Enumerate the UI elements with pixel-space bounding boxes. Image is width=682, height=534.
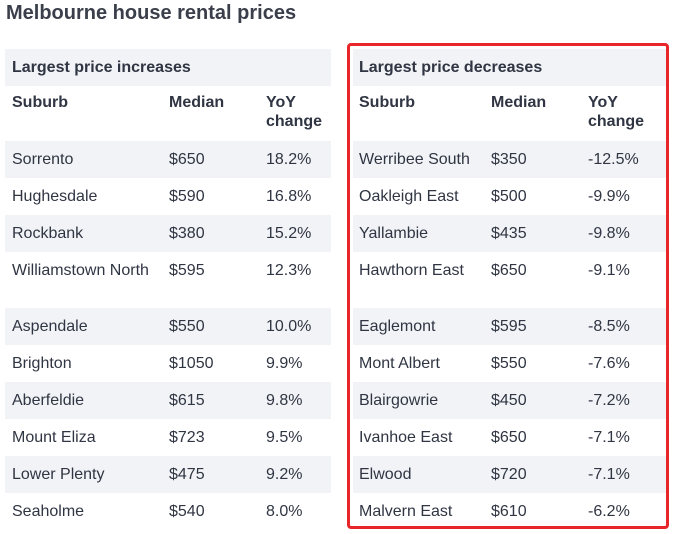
page-title: Melbourne house rental prices: [6, 2, 297, 24]
cell-change: -7.2%: [588, 392, 630, 409]
cell-median: $1050: [169, 355, 214, 372]
decreases-highlight-box: [347, 43, 669, 529]
table-row: Elwood $720 -7.1%: [353, 456, 667, 493]
cell-change: 18.2%: [266, 151, 312, 168]
cell-suburb: Aberfeldie: [12, 392, 85, 409]
cell-change: 9.2%: [266, 466, 303, 483]
cell-median: $615: [169, 392, 205, 409]
cell-median: $723: [169, 429, 205, 446]
table-row: Malvern East $610 -6.2%: [353, 493, 667, 529]
cell-change: 10.0%: [266, 318, 312, 335]
cell-median: $550: [491, 355, 527, 372]
increases-column-header-change: YoY change: [266, 94, 323, 130]
table-row: Blairgowrie $450 -7.2%: [353, 382, 667, 419]
decreases-table: Largest price decreases Suburb Median YoY c…: [353, 49, 667, 529]
cell-suburb: Mount Eliza: [12, 429, 96, 446]
cell-median: $350: [491, 151, 527, 168]
decreases-title-row: Largest price decreases: [353, 49, 667, 86]
table-row: Rockbank $380 15.2%: [5, 215, 331, 252]
table-row: Sorrento $650 18.2%: [5, 141, 331, 178]
cell-median: $650: [491, 262, 527, 279]
cell-suburb: Werribee South: [359, 151, 470, 168]
cell-suburb: Williamstown North: [12, 262, 149, 279]
cell-change: 12.3%: [266, 262, 312, 279]
cell-change: -7.6%: [588, 355, 630, 372]
cell-change: -12.5%: [588, 151, 639, 168]
cell-change: 16.8%: [266, 188, 312, 205]
increases-column-header-median: Median: [169, 94, 225, 111]
cell-change: -7.1%: [588, 429, 630, 446]
cell-change: 15.2%: [266, 225, 312, 242]
cell-suburb: Ivanhoe East: [359, 429, 453, 446]
cell-median: $550: [169, 318, 205, 335]
cell-change: -8.5%: [588, 318, 630, 335]
cell-median: $475: [169, 466, 205, 483]
cell-change: -9.1%: [588, 262, 630, 279]
decreases-column-header-change: YoY change: [588, 94, 645, 130]
table-row: Eaglemont $595 -8.5%: [353, 308, 667, 345]
cell-median: $595: [169, 262, 205, 279]
table-row: Williamstown North $595 12.3%: [5, 252, 331, 308]
cell-suburb: Yallambie: [359, 225, 429, 242]
table-row: Lower Plenty $475 9.2%: [5, 456, 331, 493]
table-row: Aspendale $550 10.0%: [5, 308, 331, 345]
table-row: Oakleigh East $500 -9.9%: [353, 178, 667, 215]
cell-change: 9.5%: [266, 429, 303, 446]
cell-median: $595: [491, 318, 527, 335]
cell-suburb: Brighton: [12, 355, 72, 372]
cell-median: $540: [169, 503, 205, 520]
cell-median: $720: [491, 466, 527, 483]
table-row: Brighton $1050 9.9%: [5, 345, 331, 382]
increases-title-row: Largest price increases: [5, 49, 331, 86]
cell-suburb: Sorrento: [12, 151, 74, 168]
cell-median: $590: [169, 188, 205, 205]
cell-suburb: Hawthorn East: [359, 262, 464, 279]
table-row: Mont Albert $550 -7.6%: [353, 345, 667, 382]
decreases-column-header-suburb: Suburb: [359, 94, 415, 111]
cell-change: -9.8%: [588, 225, 630, 242]
cell-suburb: Oakleigh East: [359, 188, 459, 205]
cell-suburb: Mont Albert: [359, 355, 440, 372]
table-row: Yallambie $435 -9.8%: [353, 215, 667, 252]
increases-section-title: Largest price increases: [12, 59, 191, 76]
table-row: Seaholme $540 8.0%: [5, 493, 331, 529]
cell-suburb: Eaglemont: [359, 318, 436, 335]
cell-median: $610: [491, 503, 527, 520]
cell-suburb: Seaholme: [12, 503, 85, 520]
increases-column-header-suburb: Suburb: [12, 94, 68, 111]
cell-median: $435: [491, 225, 527, 242]
cell-suburb: Hughesdale: [12, 188, 98, 205]
cell-change: -6.2%: [588, 503, 630, 520]
decreases-section-title: Largest price decreases: [359, 59, 543, 76]
table-row: Ivanhoe East $650 -7.1%: [353, 419, 667, 456]
decreases-header-row: Suburb Median YoY change: [353, 86, 667, 141]
cell-suburb: Aspendale: [12, 318, 88, 335]
cell-suburb: Blairgowrie: [359, 392, 439, 409]
cell-suburb: Malvern East: [359, 503, 453, 520]
cell-change: 8.0%: [266, 503, 303, 520]
table-row: Aberfeldie $615 9.8%: [5, 382, 331, 419]
cell-change: -7.1%: [588, 466, 630, 483]
decreases-column-header-median: Median: [491, 94, 547, 111]
cell-median: $650: [169, 151, 205, 168]
cell-median: $380: [169, 225, 205, 242]
cell-change: 9.8%: [266, 392, 303, 409]
cell-median: $450: [491, 392, 527, 409]
cell-change: -9.9%: [588, 188, 630, 205]
increases-header-row: Suburb Median YoY change: [5, 86, 331, 141]
increases-table: Largest price increases Suburb Median YoY c…: [5, 49, 331, 529]
cell-suburb: Elwood: [359, 466, 412, 483]
cell-change: 9.9%: [266, 355, 303, 372]
table-row: Hawthorn East $650 -9.1%: [353, 252, 667, 308]
cell-median: $500: [491, 188, 527, 205]
table-row: Hughesdale $590 16.8%: [5, 178, 331, 215]
cell-median: $650: [491, 429, 527, 446]
cell-suburb: Rockbank: [12, 225, 84, 242]
cell-suburb: Lower Plenty: [12, 466, 105, 483]
table-row: Mount Eliza $723 9.5%: [5, 419, 331, 456]
table-row: Werribee South $350 -12.5%: [353, 141, 667, 178]
